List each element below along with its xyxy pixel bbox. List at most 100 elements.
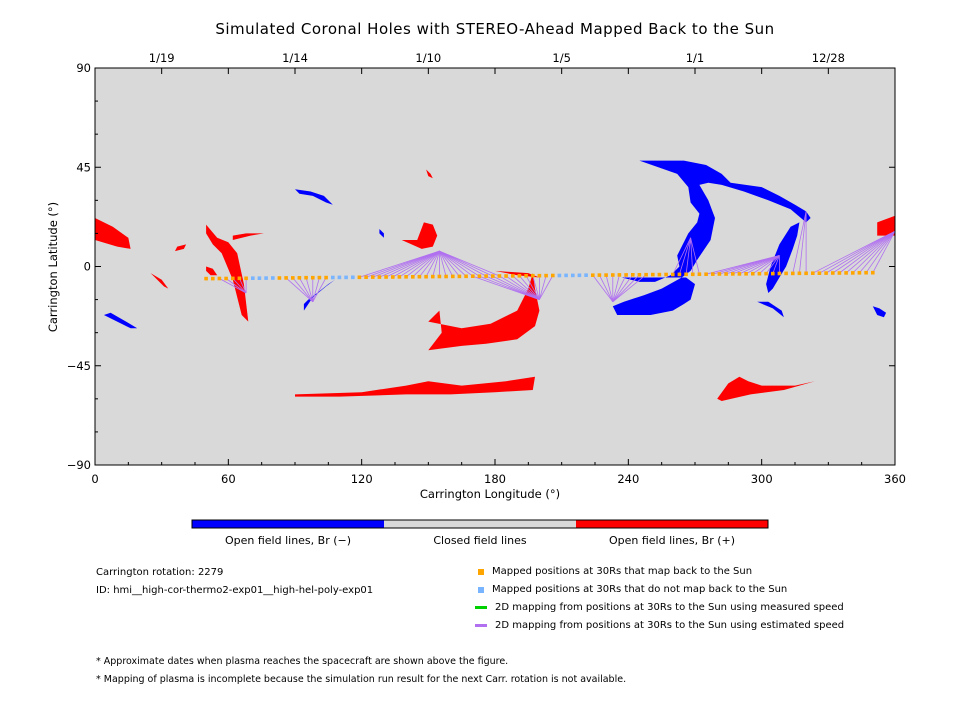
mapped-position [691,272,695,277]
unmapped-position [271,276,275,280]
colorbar-segment [384,520,576,528]
mapped-position [611,273,615,277]
mapping-line-6 [765,255,780,274]
unmapped-position [564,273,568,278]
unmapped-position [337,275,342,280]
colorbar-label-closed: Closed field lines [433,534,527,547]
mapped-position [471,274,475,278]
mapping-line-5 [679,237,691,275]
run-id: ID: hmi__high-cor-thermo2-exp01__high-he… [96,585,374,596]
colorbar [191,519,769,529]
mapped-position [664,272,668,277]
mapping-line-3 [499,275,540,300]
y-tick-label: 0 [84,260,91,274]
mapping-line-4 [592,274,614,303]
mapping-line-4 [605,275,614,302]
x-tick-label: 120 [351,472,373,486]
mapping-line-3 [532,275,540,300]
mapping-line-8 [839,230,896,274]
mapped-position [204,276,208,281]
mapped-position [324,275,328,280]
mapped-position [411,275,415,279]
mapping-line-2 [419,250,440,277]
mapping-line-2 [385,250,440,278]
mapped-position [311,275,315,280]
mapping-line-2 [439,250,467,277]
mapped-position [544,273,548,278]
mapping-line-4 [612,274,634,303]
mapped-position [517,274,522,278]
mapping-line-6 [759,255,780,274]
mapping-line-2 [439,250,447,277]
mapped-position [437,274,442,279]
mapped-position [831,271,835,275]
mapping-line-3 [479,275,540,300]
x-tick-label: 0 [91,472,98,486]
mapping-line-3 [539,275,554,300]
mapped-position [237,276,242,281]
mapped-position [551,273,555,278]
mapping-line-3 [512,275,540,300]
mapping-line-4 [599,274,614,302]
region-positive-12 [877,215,895,236]
mapping-line-8 [852,230,896,274]
unmapped-position [557,273,562,278]
date-tick-label: 1/5 [552,51,571,65]
mapped-position [671,272,675,277]
mapping-line-0 [225,278,247,294]
mapping-line-8 [859,230,896,274]
mapping-line-7 [792,211,807,274]
carrington-rotation: Carrington rotation: 2279 [96,567,224,578]
axes: 0 60 120 180 240 300 360 90 45 0 −45 −90 1/19 1/14 1/1… [67,51,906,486]
legend-swatch [475,606,487,609]
mapping-line-2 [439,250,454,277]
mapped-position [397,275,402,279]
mapping-line-8 [832,230,896,274]
mapped-position [737,272,742,276]
mapped-position [657,272,662,277]
region-positive-6 [401,222,438,249]
mapping-line-8 [872,231,896,273]
mapped-position [804,271,808,276]
mapped-positions [204,270,875,281]
mapping-line-8 [812,230,896,274]
mapped-position [617,273,622,277]
colorbar-label-negative: Open field lines, Br (−) [224,534,352,547]
unmapped-position [257,276,262,280]
mapping-line-2 [439,250,480,277]
region-positive-3 [206,266,218,276]
x-tick-label: 180 [484,472,506,486]
mapped-position [697,272,702,276]
mapped-position [451,274,455,279]
mapping-line-4 [612,274,620,302]
mapping-line-3 [539,275,547,300]
mapped-position [744,272,748,276]
colorbar-segment [192,520,384,528]
legend-item-mapped: Mapped positions at 30Rs that map back t… [478,566,752,577]
x-axis-label: Carrington Longitude (°) [420,487,560,501]
mapped-position [371,275,375,279]
mapped-position [511,274,515,278]
mapped-position [304,275,308,280]
mapped-position [677,272,682,277]
mapped-position [384,275,388,279]
mapping-line-1 [305,277,314,302]
mapping-line-1 [312,277,320,302]
mapped-position [424,274,428,279]
mapping-line-1 [312,277,327,302]
date-tick-label: 1/19 [149,51,175,65]
date-tick-label: 1/1 [686,51,705,65]
legend-label: 2D mapping from positions at 30Rs to the… [495,620,845,631]
legend-label: Mapped positions at 30Rs that map back t… [492,566,753,577]
mapped-position [377,275,382,279]
mapped-position [591,273,595,277]
mapping-line-1 [299,277,314,302]
y-axis-label: Carrington Latitude (°) [46,202,60,332]
legend-item-estimated: 2D mapping from positions at 30Rs to the… [475,620,844,631]
unmapped-position [251,276,255,280]
mapping-line-2 [392,250,440,278]
region-negative-15 [379,229,384,238]
unmapped-position [344,275,348,280]
mapped-position [644,272,648,277]
